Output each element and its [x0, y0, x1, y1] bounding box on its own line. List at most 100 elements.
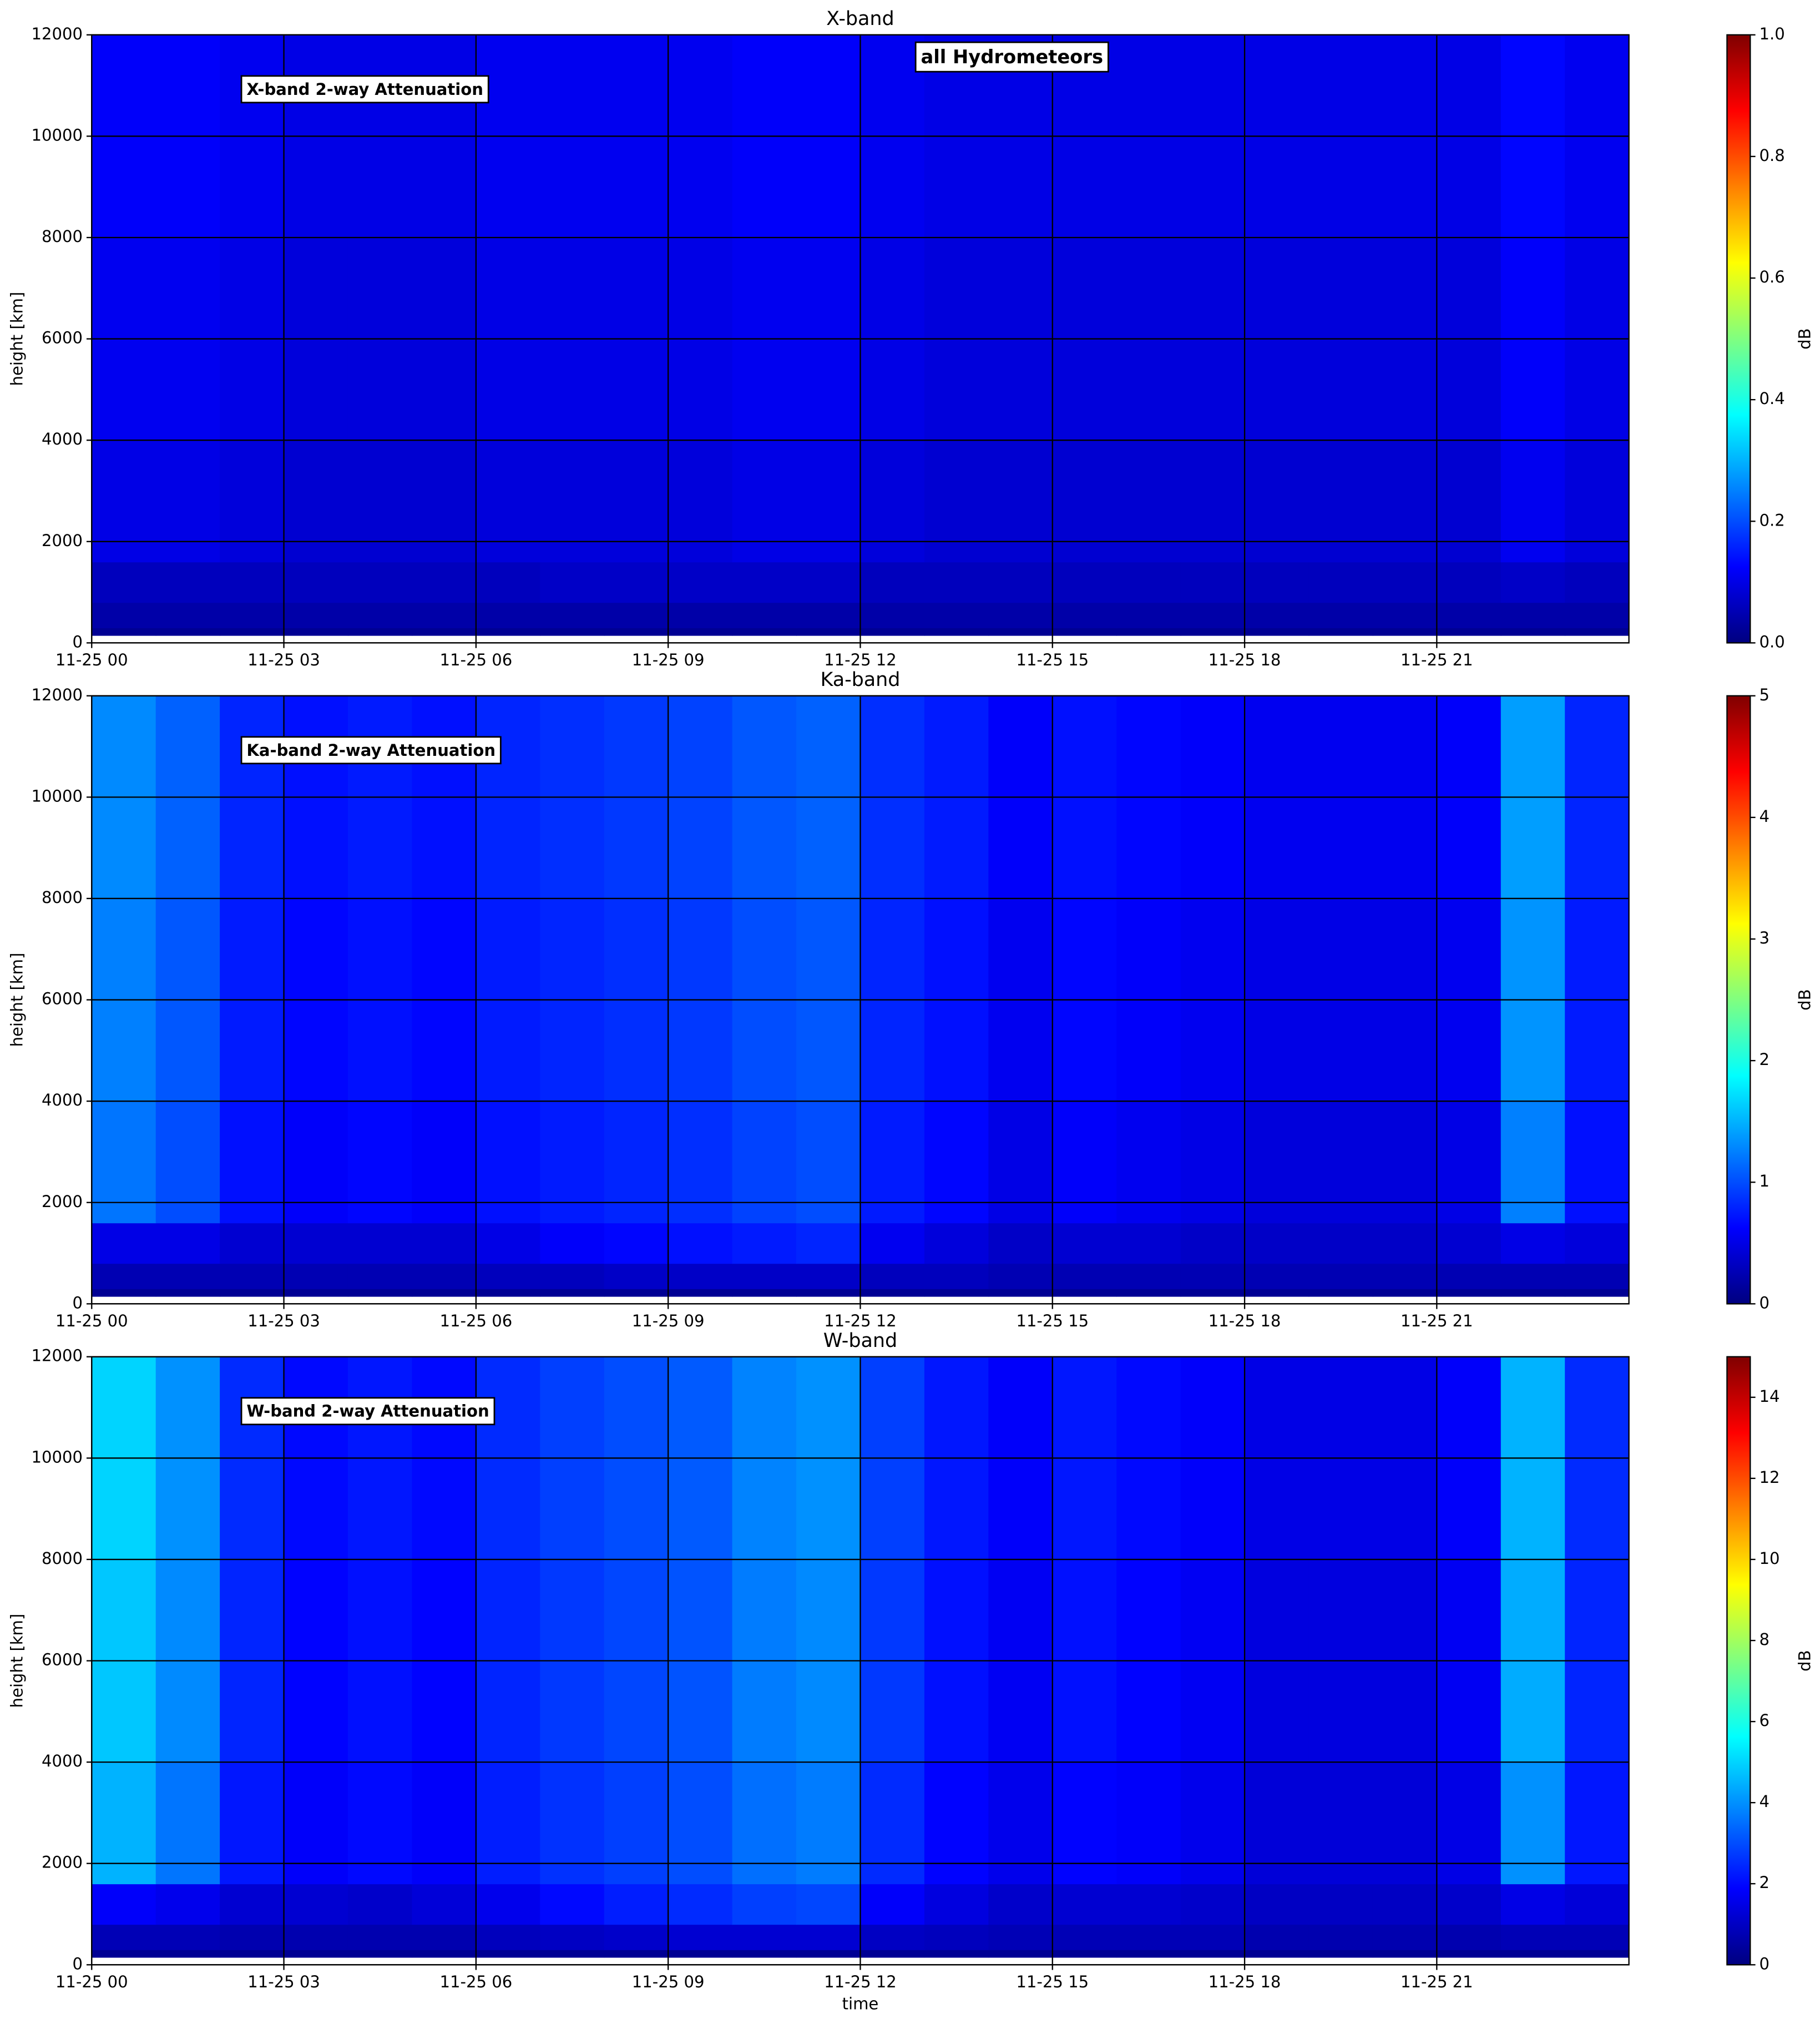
- heatmap-cell: [1245, 1884, 1310, 1925]
- heatmap-cell: [155, 1762, 221, 1885]
- heatmap-cell: [1052, 602, 1118, 628]
- heatmap-cell: [1245, 602, 1310, 628]
- heatmap-cell: [1245, 1263, 1310, 1289]
- annotation-text: X-band 2-way Attenuation: [246, 80, 483, 99]
- heatmap-cell: [347, 628, 413, 636]
- heatmap-cell: [220, 628, 285, 636]
- y-tick-label: 6000: [42, 329, 83, 347]
- heatmap-cell: [155, 440, 221, 563]
- annotation-box: [240, 1397, 496, 1426]
- heatmap-cell: [1245, 440, 1310, 563]
- heatmap-cell: [1052, 440, 1118, 563]
- heatmap-cell: [1372, 1949, 1438, 1958]
- heatmap-cell: [1116, 1884, 1181, 1925]
- heatmap-cell: [220, 1884, 285, 1925]
- heatmap-cell: [860, 1101, 925, 1224]
- heatmap-cell: [1052, 1101, 1118, 1224]
- heatmap-cell: [1245, 1949, 1310, 1958]
- x-tick-label: 11-25 15: [1016, 1972, 1089, 1991]
- annotation: W-band 2-way Attenuation: [240, 1397, 496, 1426]
- heatmap-cell: [924, 562, 989, 603]
- heatmap-cell: [1500, 1949, 1566, 1958]
- heatmap-cell: [1372, 1924, 1438, 1950]
- heatmap-cell: [347, 1101, 413, 1224]
- heatmap-cell: [92, 1949, 156, 1958]
- heatmap-cell: [476, 1924, 541, 1950]
- heatmap-cell: [476, 1884, 541, 1925]
- heatmap-cell: [796, 562, 861, 603]
- x-tick-label: 11-25 06: [440, 1972, 513, 1991]
- x-tick-label: 11-25 21: [1401, 1311, 1473, 1330]
- heatmap-cell: [540, 1223, 605, 1264]
- heatmap-cell: [1180, 1884, 1245, 1925]
- heatmap-cell: [412, 1223, 477, 1264]
- heatmap-cell: [860, 628, 925, 636]
- heatmap-cell: [988, 1924, 1053, 1950]
- heatmap-cell: [1372, 1762, 1438, 1885]
- heatmap-cell: [1052, 628, 1118, 636]
- heatmap-cell: [604, 1101, 669, 1224]
- heatmap-cell: [604, 1263, 669, 1289]
- colorbar-tick-label: 0.6: [1760, 267, 1785, 286]
- heatmap-cell: [796, 1263, 861, 1289]
- heatmap-cell: [1308, 562, 1373, 603]
- heatmap-cell: [924, 1924, 989, 1950]
- x-tick-label: 11-25 03: [247, 1972, 320, 1991]
- heatmap-cell: [1372, 1288, 1438, 1297]
- heatmap-cell: [604, 1288, 669, 1297]
- heatmap-cell: [284, 628, 348, 636]
- heatmap-cell: [1500, 1924, 1566, 1950]
- heatmap-cell: [668, 1101, 733, 1224]
- heatmap-cell: [347, 562, 413, 603]
- heatmap-cell: [1500, 440, 1566, 563]
- heatmap-cell: [988, 1263, 1053, 1289]
- heatmap-cell: [796, 1924, 861, 1950]
- heatmap-cell: [732, 1884, 797, 1925]
- heatmap-cell: [1437, 1101, 1502, 1224]
- heatmap-cell: [1437, 1924, 1502, 1950]
- axes-title: W-band: [823, 1330, 897, 1352]
- heatmap-cell: [155, 1288, 221, 1297]
- x-tick-label: 11-25 09: [632, 1311, 705, 1330]
- heatmap-cell: [540, 1263, 605, 1289]
- annotation-text: Ka-band 2-way Attenuation: [246, 741, 496, 760]
- heatmap-cell: [1565, 1101, 1630, 1224]
- x-tick-label: 11-25 15: [1016, 650, 1089, 669]
- heatmap-cell: [155, 628, 221, 636]
- heatmap-cell: [732, 1223, 797, 1264]
- heatmap-cell: [1116, 1924, 1181, 1950]
- heatmap-cell: [1180, 1288, 1245, 1297]
- heatmap-cell: [796, 602, 861, 628]
- colorbar-tick-label: 0.0: [1760, 632, 1785, 651]
- heatmap-cell: [476, 440, 541, 563]
- heatmap-cell: [155, 1223, 221, 1264]
- heatmap-cell: [668, 1884, 733, 1925]
- heatmap-cell: [220, 1762, 285, 1885]
- heatmap-cell: [1565, 1263, 1630, 1289]
- annotation-text: W-band 2-way Attenuation: [246, 1402, 489, 1421]
- heatmap-cell: [796, 1288, 861, 1297]
- heatmap-cell: [476, 1288, 541, 1297]
- heatmap-cell: [412, 1263, 477, 1289]
- heatmap-cell: [1565, 1924, 1630, 1950]
- colorbar-tick-label: 2: [1760, 1050, 1770, 1069]
- heatmap-cell: [988, 628, 1053, 636]
- y-tick-label: 2000: [42, 531, 83, 550]
- heatmap-cell: [860, 1288, 925, 1297]
- heatmap-cell: [1500, 1762, 1566, 1885]
- heatmap-cell: [1180, 1762, 1245, 1885]
- heatmap-cell: [540, 562, 605, 603]
- x-tick-label: 11-25 09: [632, 650, 705, 669]
- x-axis-label: time: [842, 1994, 879, 2013]
- colorbar-tick-label: 0: [1760, 1954, 1770, 1973]
- heatmap-cell: [284, 602, 348, 628]
- heatmap-cell: [1500, 562, 1566, 603]
- colorbar-tick-label: 5: [1760, 685, 1770, 704]
- heatmap-cell: [604, 602, 669, 628]
- heatmap-cell: [1500, 1101, 1566, 1224]
- heatmap-cell: [796, 1949, 861, 1958]
- heatmap-cell: [1565, 602, 1630, 628]
- heatmap-cell: [347, 1949, 413, 1958]
- colorbar-tick-label: 0.2: [1760, 511, 1785, 529]
- heatmap-cell: [988, 1949, 1053, 1958]
